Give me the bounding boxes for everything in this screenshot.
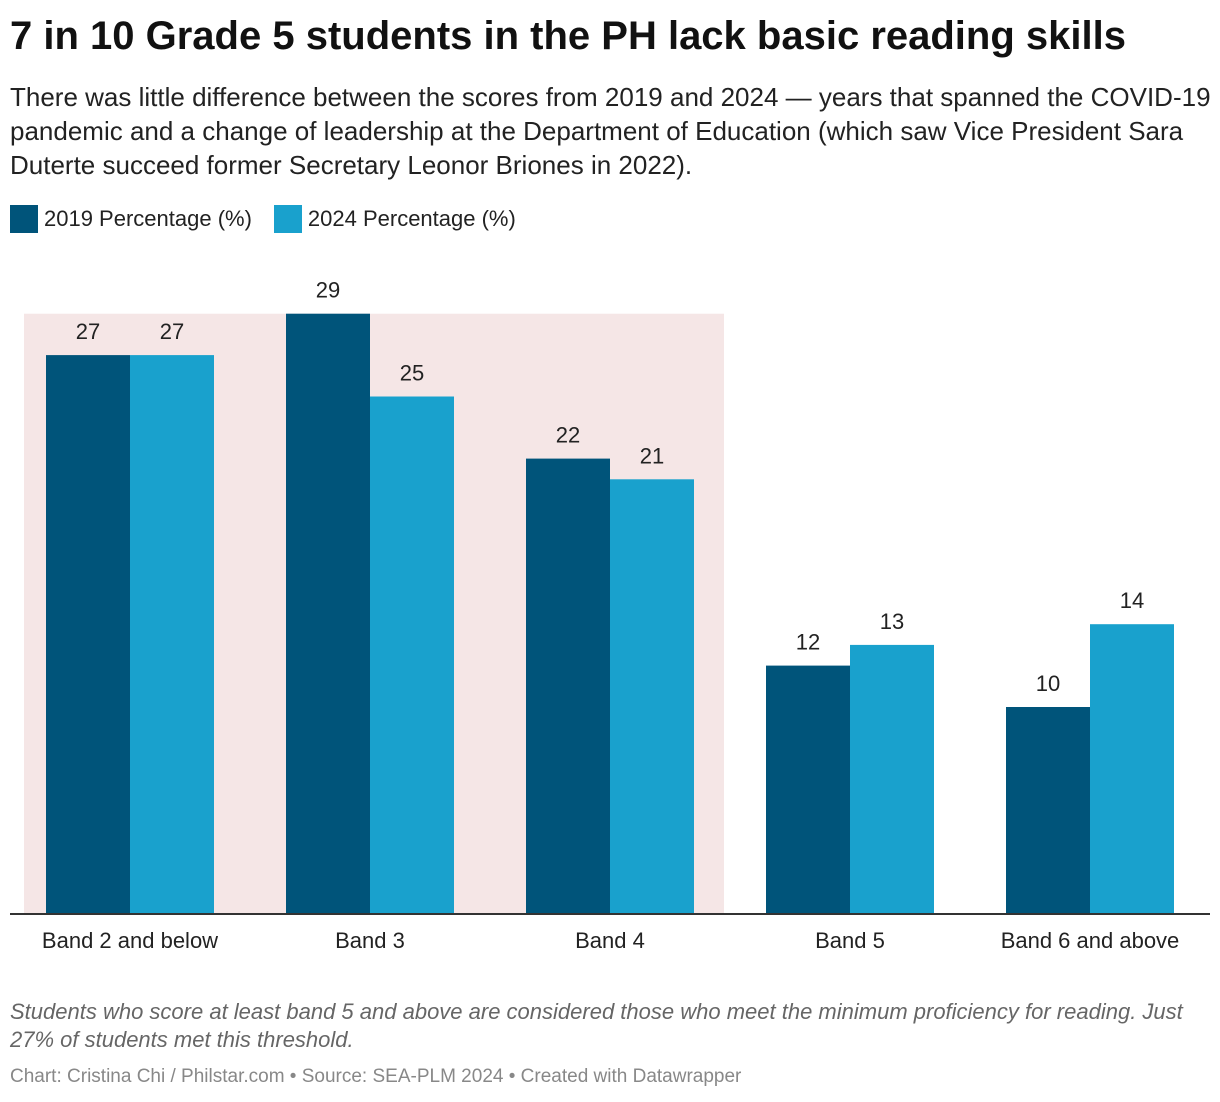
category-label-1: Band 3 [335, 928, 405, 953]
bar-chart: 27 27 Band 2 and below 29 25 Band 3 22 21 Band 4… [10, 278, 1210, 953]
legend-label-2019: 2019 Percentage (%) [44, 206, 252, 231]
bar-2019-2 [526, 458, 610, 914]
bar-2019-3 [766, 665, 850, 914]
legend-swatch-2024 [273, 205, 302, 233]
legend-swatch-2019 [10, 205, 38, 233]
bar-2024-4 [1090, 624, 1174, 914]
data-label-2024-1: 25 [400, 361, 424, 386]
bar-2024-3 [850, 644, 934, 914]
bar-2019-0 [46, 355, 130, 915]
category-label-0: Band 2 and below [42, 928, 218, 953]
chart-subtitle: There was little difference between the … [10, 82, 1211, 180]
chart-byline: Chart: Cristina Chi / Philstar.com • Sou… [10, 1066, 742, 1087]
bar-2019-1 [286, 313, 370, 914]
data-label-2019-3: 12 [796, 630, 820, 655]
chart-title: 7 in 10 Grade 5 students in the PH lack … [10, 14, 1126, 58]
data-label-2024-0: 27 [160, 319, 184, 344]
data-label-2024-4: 14 [1120, 588, 1144, 613]
data-label-2019-4: 10 [1036, 671, 1060, 696]
category-label-4: Band 6 and above [1001, 928, 1180, 953]
legend-label-2024: 2024 Percentage (%) [307, 206, 516, 231]
chart-legend: 2019 Percentage (%) 2024 Percentage (%) [10, 204, 538, 234]
bar-2019-4 [1006, 707, 1090, 914]
data-label-2019-1: 29 [316, 278, 340, 303]
bar-2024-1 [370, 396, 454, 914]
bar-2024-2 [610, 479, 694, 914]
data-label-2024-2: 21 [640, 443, 664, 468]
category-label-3: Band 5 [815, 928, 885, 953]
legend-item-2019: 2019 Percentage (%) [10, 205, 252, 233]
data-label-2024-3: 13 [880, 609, 904, 634]
legend-item-2024: 2024 Percentage (%) [273, 205, 516, 233]
chart-notes: Students who score at least band 5 and a… [10, 999, 1183, 1052]
category-label-2: Band 4 [575, 928, 645, 953]
data-label-2019-0: 27 [76, 319, 100, 344]
data-label-2019-2: 22 [556, 423, 580, 448]
bar-2024-0 [130, 355, 214, 915]
